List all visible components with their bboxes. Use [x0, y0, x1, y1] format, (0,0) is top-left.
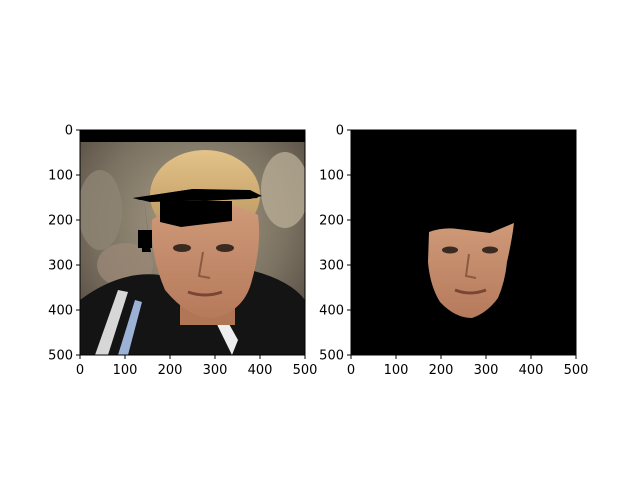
left-axes-frame	[79, 129, 306, 356]
segmented-left-eye	[442, 246, 458, 254]
left-ytick-label: 200	[48, 214, 73, 229]
nose	[197, 251, 211, 279]
left-image-panel	[80, 130, 305, 355]
graduation-cap-crown	[160, 201, 232, 227]
right-axes-frame	[350, 129, 577, 356]
right-xtick-label: 100	[384, 363, 409, 378]
graduation-cap-tassel-end	[138, 230, 152, 248]
left-ytick-label: 100	[48, 169, 73, 184]
jacket-stripe	[118, 300, 142, 355]
segmented-mouth	[454, 288, 487, 295]
right-xtick-label: 400	[519, 363, 544, 378]
left-ytick-label: 300	[48, 259, 73, 274]
right-ytick-label: 200	[319, 214, 344, 229]
right-ytick-label: 100	[319, 169, 344, 184]
face	[151, 203, 260, 319]
left-xtick-label: 300	[203, 363, 228, 378]
background-person	[261, 152, 305, 228]
left-eye	[173, 244, 191, 252]
right-ytick-label: 400	[319, 304, 344, 319]
top-black-band	[80, 130, 305, 142]
left-xtick-label: 400	[248, 363, 273, 378]
segmented-nose	[464, 253, 477, 279]
mouth	[187, 290, 223, 297]
left-xtick-label: 100	[113, 363, 138, 378]
background-person	[80, 170, 122, 250]
segmented-right-eye	[482, 246, 498, 254]
left-xtick-label: 200	[158, 363, 183, 378]
left-ytick-label: 500	[48, 349, 73, 364]
right-image-panel	[351, 130, 576, 355]
left-ytick-label: 0	[65, 124, 73, 139]
right-xtick-label: 500	[564, 363, 589, 378]
left-xtick-label: 0	[76, 363, 84, 378]
graduation-cap-board-top	[133, 189, 262, 202]
right-eye	[216, 244, 234, 252]
right-ytick-label: 0	[336, 124, 344, 139]
right-ytick-label: 500	[319, 349, 344, 364]
left-xtick-label: 500	[293, 363, 318, 378]
right-xtick-label: 300	[474, 363, 499, 378]
right-ytick-label: 300	[319, 259, 344, 274]
left-ytick-label: 400	[48, 304, 73, 319]
right-xtick-label: 200	[429, 363, 454, 378]
jacket-stripe	[95, 290, 128, 355]
right-xtick-label: 0	[347, 363, 355, 378]
